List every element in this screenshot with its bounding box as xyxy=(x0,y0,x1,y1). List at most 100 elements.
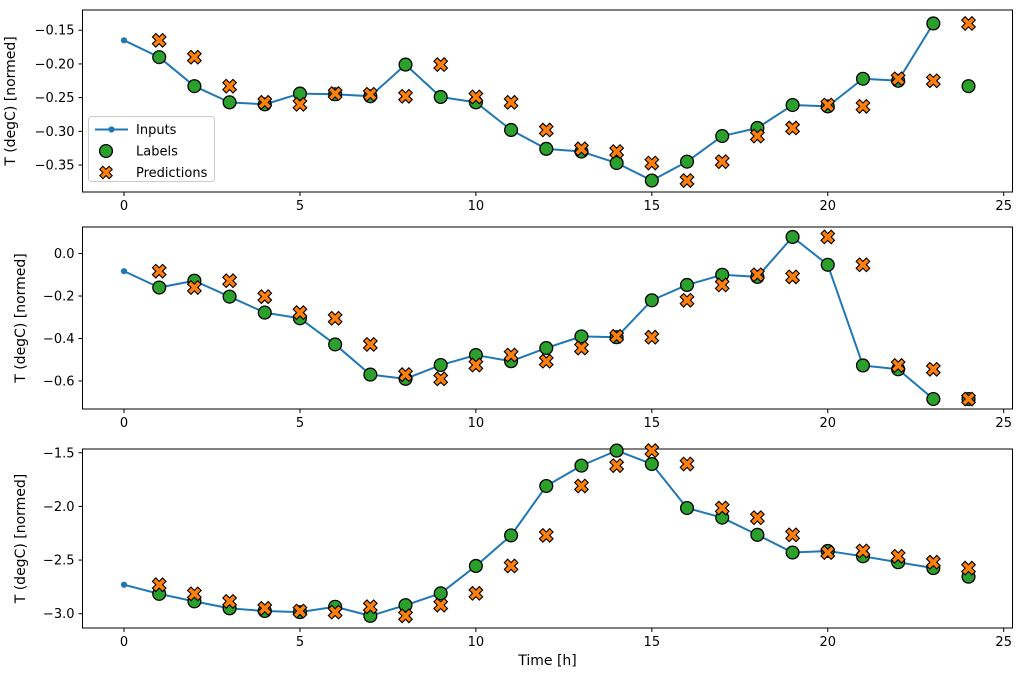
predictions-x-marker xyxy=(644,155,660,171)
y-tick-label: −0.15 xyxy=(35,24,75,39)
predictions-x-marker xyxy=(679,172,695,189)
predictions-x-marker xyxy=(433,57,449,73)
x-tick-label: 0 xyxy=(120,635,128,650)
labels-circle-marker xyxy=(609,443,624,458)
labels-circle-marker xyxy=(504,528,519,543)
labels-circle-marker xyxy=(187,79,202,94)
predictions-x-marker xyxy=(327,86,343,102)
predictions-x-marker xyxy=(925,73,941,89)
predictions-x-marker xyxy=(714,277,730,293)
predictions-x-marker xyxy=(820,229,836,245)
predictions-x-marker xyxy=(820,544,836,561)
series-inputs xyxy=(120,20,937,184)
legend-labels-circle-sample xyxy=(98,143,114,159)
legend-predictions-x-sample xyxy=(99,165,113,180)
labels-circle-marker xyxy=(504,122,519,138)
x-tick-label: 10 xyxy=(468,199,485,214)
predictions-x-marker xyxy=(538,527,554,543)
axes-frame xyxy=(82,226,1013,410)
labels-circle-marker xyxy=(644,293,659,308)
predictions-x-marker xyxy=(538,122,554,138)
series-inputs xyxy=(120,447,937,619)
legend-inputs-dot-sample xyxy=(108,126,115,133)
predictions-x-marker xyxy=(538,353,554,369)
predictions-x-marker xyxy=(609,143,625,160)
x-tick-label: 5 xyxy=(296,635,304,650)
x-tick-label: 20 xyxy=(819,635,836,650)
predictions-x-marker xyxy=(222,273,238,289)
legend-item-inputs: Inputs xyxy=(95,123,177,138)
series-predictions xyxy=(151,229,977,407)
x-tick-label: 15 xyxy=(644,635,661,650)
predictions-x-marker xyxy=(327,310,343,326)
labels-circle-marker xyxy=(433,89,448,105)
predictions-x-marker xyxy=(433,597,449,613)
predictions-x-marker xyxy=(186,49,202,65)
axes-frame xyxy=(82,9,1013,193)
y-tick-label: −0.25 xyxy=(35,91,75,106)
predictions-x-marker xyxy=(573,340,590,356)
legend-item-predictions: Predictions xyxy=(99,165,208,181)
labels-circle-marker xyxy=(292,86,308,101)
labels-circle-marker xyxy=(328,337,343,352)
predictions-x-marker xyxy=(609,328,625,344)
y-tick-label: 0.0 xyxy=(54,247,75,262)
x-tick-label: 20 xyxy=(819,416,836,431)
y-tick-label: −0.6 xyxy=(43,374,75,389)
labels-circle-marker xyxy=(433,357,448,373)
predictions-x-marker xyxy=(855,98,871,114)
labels-circle-marker xyxy=(539,141,554,156)
predictions-x-marker xyxy=(785,527,801,543)
inputs-dot-marker xyxy=(120,581,128,588)
y-tick-label: −1.5 xyxy=(43,446,75,461)
labels-circle-marker xyxy=(574,329,589,344)
labels-circle-marker xyxy=(785,229,800,245)
predictions-x-marker xyxy=(433,371,449,387)
x-axis-label: Time [h] xyxy=(517,653,577,669)
labels-circle-marker xyxy=(785,97,800,113)
y-tick-label: −0.35 xyxy=(35,159,75,174)
series-labels xyxy=(152,229,976,407)
predictions-x-marker xyxy=(292,305,308,321)
labels-circle-marker xyxy=(363,367,378,382)
predictions-x-marker xyxy=(362,599,378,615)
predictions-x-marker xyxy=(186,279,202,296)
predictions-x-marker xyxy=(151,263,167,279)
y-axis-label: T (degC) [normed] xyxy=(3,36,19,167)
series-predictions xyxy=(151,443,977,624)
inputs-dot-marker xyxy=(120,37,128,44)
x-tick-label: 25 xyxy=(995,416,1012,431)
predictions-x-marker xyxy=(679,292,695,308)
predictions-x-marker xyxy=(609,458,625,474)
labels-circle-marker xyxy=(644,173,659,188)
labels-circle-marker xyxy=(679,154,695,169)
subplot-3: 0 5 10 15 20 25 −1.5 −2.0 −2.5 −3.0 T (degC) [norm… xyxy=(13,443,1013,650)
axes-frame xyxy=(82,448,1013,629)
predictions-x-marker xyxy=(151,577,167,593)
labels-circle-marker xyxy=(152,50,167,65)
predictions-x-marker xyxy=(785,269,801,285)
predictions-x-marker xyxy=(855,543,871,559)
predictions-x-marker xyxy=(186,586,202,602)
labels-circle-marker xyxy=(926,391,941,407)
inputs-line xyxy=(123,235,934,400)
labels-circle-marker xyxy=(222,289,237,304)
legend-item-labels: Labels xyxy=(98,143,178,160)
y-axis-label: T (degC) [normed] xyxy=(13,474,29,605)
x-tick-label: 25 xyxy=(995,635,1012,650)
predictions-x-marker xyxy=(890,71,906,87)
predictions-x-marker xyxy=(749,510,765,526)
legend: Inputs Labels Predictions xyxy=(88,116,215,182)
labels-circle-marker xyxy=(468,558,483,574)
labels-circle-marker xyxy=(609,155,624,171)
predictions-x-marker xyxy=(257,600,273,616)
inputs-line xyxy=(123,449,934,617)
predictions-x-marker xyxy=(749,128,765,144)
y-axis-label: T (degC) [normed] xyxy=(13,253,29,384)
series-predictions xyxy=(151,15,977,189)
x-tick-label: 15 xyxy=(644,416,661,431)
inputs-line xyxy=(123,22,935,182)
labels-circle-marker xyxy=(257,305,272,320)
